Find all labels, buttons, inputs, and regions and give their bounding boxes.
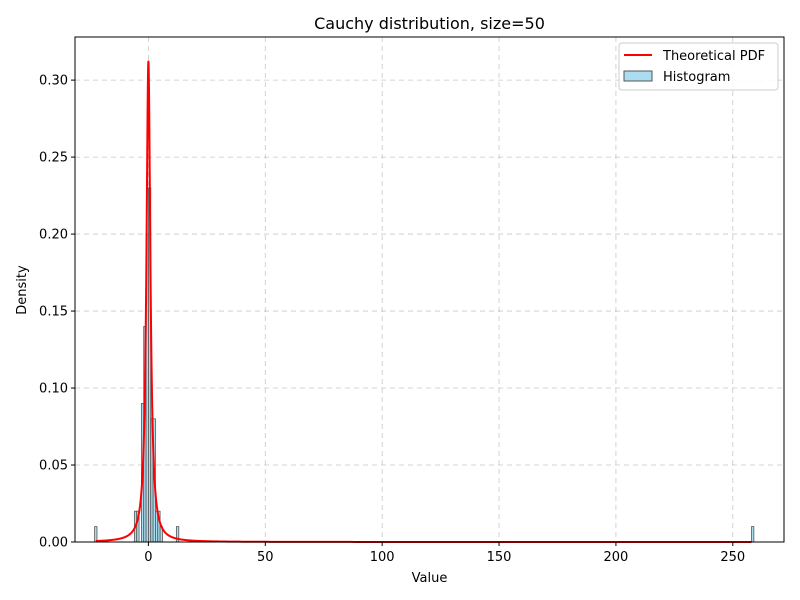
x-axis-ticks: 0 50 100 150 200 250 xyxy=(144,542,745,565)
legend-histogram-swatch xyxy=(623,70,653,82)
histogram-bar xyxy=(94,526,98,543)
y-tick-label: 0.30 xyxy=(39,74,68,89)
x-axis-label: Value xyxy=(412,571,448,586)
legend: Theoretical PDF Histogram xyxy=(618,42,779,91)
y-tick-label: 0.25 xyxy=(39,151,68,166)
chart-title: Cauchy distribution, size=50 xyxy=(314,14,545,33)
x-tick-label: 100 xyxy=(370,550,395,565)
y-tick-label: 0.10 xyxy=(39,382,68,397)
plot-frame xyxy=(74,36,785,543)
y-axis-ticks: 0.00 0.05 0.10 0.15 0.20 0.25 0.30 xyxy=(39,74,75,551)
y-tick-label: 0.05 xyxy=(39,459,68,474)
histogram-bar xyxy=(751,526,755,543)
y-axis-label: Density xyxy=(15,265,30,315)
x-tick-label: 250 xyxy=(720,550,745,565)
y-tick-label: 0.15 xyxy=(39,305,68,320)
legend-histogram-label: Histogram xyxy=(663,70,730,85)
x-tick-label: 150 xyxy=(487,550,512,565)
x-tick-label: 200 xyxy=(604,550,629,565)
x-tick-label: 50 xyxy=(257,550,274,565)
grid xyxy=(75,37,784,543)
y-tick-label: 0.20 xyxy=(39,228,68,243)
legend-pdf-label: Theoretical PDF xyxy=(662,49,765,64)
x-tick-label: 0 xyxy=(144,550,152,565)
y-tick-label: 0.00 xyxy=(39,536,68,551)
legend-box xyxy=(618,42,779,91)
